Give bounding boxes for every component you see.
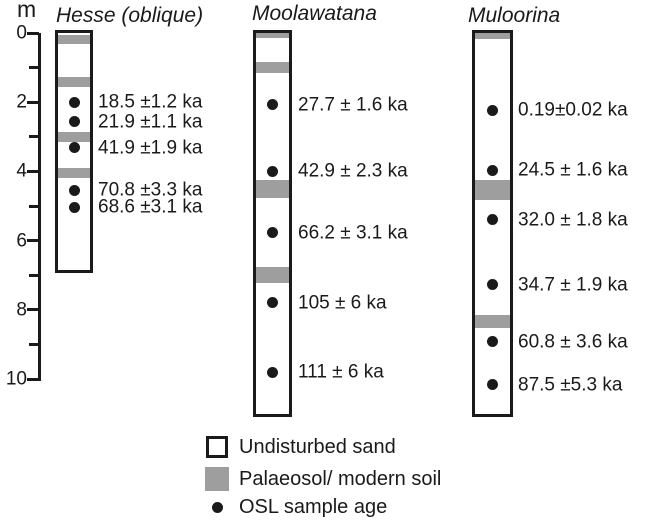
palaeosol-band: [58, 167, 90, 178]
osl-sample-dot: [267, 366, 278, 378]
strat-column-hesse-oblique: [55, 30, 93, 273]
osl-sample-dot: [487, 279, 498, 291]
palaeosol-band: [475, 314, 510, 329]
axis-tick-label: 10: [5, 368, 27, 390]
osl-age-label: 68.6 ±3.1 ka: [98, 196, 203, 218]
palaeosol-swatch: [205, 467, 229, 491]
osl-age-label: 70.8 ±3.3 ka: [98, 179, 203, 201]
axis-major-tick: [27, 239, 39, 243]
osl-age-label: 27.7 ± 1.6 ka: [298, 94, 408, 116]
legend-item-label: Palaeosol/ modern soil: [239, 468, 442, 490]
palaeosol-band: [58, 35, 90, 45]
legend-item-label: Undisturbed sand: [239, 436, 396, 458]
column-title-hesse-oblique: Hesse (oblique): [56, 4, 204, 27]
depth-axis-line: [38, 33, 41, 381]
osl-sample-dot: [267, 297, 278, 309]
undisturbed-sand-box-icon: [206, 436, 228, 458]
osl-age-label: 32.0 ± 1.8 ka: [518, 209, 628, 231]
axis-minor-tick: [29, 342, 39, 346]
axis-tick-label: 0: [16, 22, 27, 44]
osl-age-label: 66.2 ± 3.1 ka: [298, 222, 408, 244]
strat-column-muloorina: [472, 30, 513, 417]
osl-age-label: 42.9 ± 2.3 ka: [298, 160, 408, 182]
osl-age-label: 105 ± 6 ka: [298, 292, 387, 314]
depth-axis-unit-label: m: [17, 0, 37, 22]
axis-tick-label: 6: [16, 230, 27, 252]
osl-sample-dot: [267, 227, 278, 239]
osl-sample-swatch: [205, 495, 229, 519]
osl-age-label: 87.5 ±5.3 ka: [518, 374, 623, 396]
osl-age-label: 111 ± 6 ka: [298, 361, 384, 383]
osl-age-label: 0.19±0.02 ka: [518, 99, 628, 121]
palaeosol-band: [256, 62, 289, 74]
axis-tick-label: 4: [16, 160, 27, 182]
palaeosol-band: [256, 266, 289, 284]
undisturbed-sand-swatch: [205, 435, 229, 459]
axis-major-tick: [27, 169, 39, 173]
column-title-moolawatana: Moolawatana: [252, 2, 377, 25]
osl-age-label: 41.9 ±1.9 ka: [98, 137, 203, 159]
axis-minor-tick: [29, 66, 39, 70]
palaeosol-box-icon: [205, 467, 229, 491]
osl-sample-dot: [68, 116, 80, 128]
axis-tick-label: 2: [16, 91, 27, 113]
legend-item-palaeosol-modern-soil: Palaeosol/ modern soil: [205, 467, 441, 491]
palaeosol-band: [256, 180, 289, 199]
osl-sample-dot: [267, 165, 278, 177]
strat-column-moolawatana: [253, 30, 292, 417]
osl-sample-dot: [487, 336, 498, 348]
osl-sample-dot: [68, 96, 80, 108]
osl-sample-dot: [487, 104, 498, 116]
osl-sample-dot: [487, 379, 498, 391]
palaeosol-band: [475, 33, 510, 39]
legend-item-label: OSL sample age: [239, 496, 388, 518]
axis-major-tick: [27, 100, 39, 104]
osl-age-label: 60.8 ± 3.6 ka: [518, 331, 628, 353]
osl-sample-dot: [68, 201, 80, 213]
osl-sample-dot: [487, 164, 498, 176]
legend-item-undisturbed-sand: Undisturbed sand: [205, 436, 441, 458]
palaeosol-band: [475, 180, 510, 201]
palaeosol-band: [256, 33, 289, 38]
osl-sample-dot: [267, 99, 278, 111]
legend: Undisturbed sand Palaeosol/ modern soil …: [205, 436, 441, 518]
axis-major-tick: [27, 31, 39, 35]
axis-minor-tick: [29, 273, 39, 277]
axis-major-tick: [27, 377, 39, 381]
axis-tick-label: 8: [16, 299, 27, 321]
osl-sample-dot: [68, 142, 80, 154]
osl-age-label: 34.7 ± 1.9 ka: [518, 274, 628, 296]
axis-major-tick: [27, 308, 39, 312]
osl-age-label: 24.5 ± 1.6 ka: [518, 159, 628, 181]
osl-age-label: 18.5 ±1.2 ka: [98, 91, 203, 113]
column-title-muloorina: Muloorina: [468, 4, 561, 27]
osl-sample-dot-icon: [211, 501, 223, 513]
palaeosol-band: [58, 76, 90, 87]
palaeosol-band: [58, 131, 90, 142]
axis-minor-tick: [29, 204, 39, 208]
osl-age-label: 21.9 ±1.1 ka: [98, 111, 203, 133]
osl-sample-dot: [487, 214, 498, 226]
legend-item-osl-sample-age: OSL sample age: [205, 496, 441, 518]
axis-minor-tick: [29, 135, 39, 139]
osl-sample-dot: [68, 184, 80, 196]
